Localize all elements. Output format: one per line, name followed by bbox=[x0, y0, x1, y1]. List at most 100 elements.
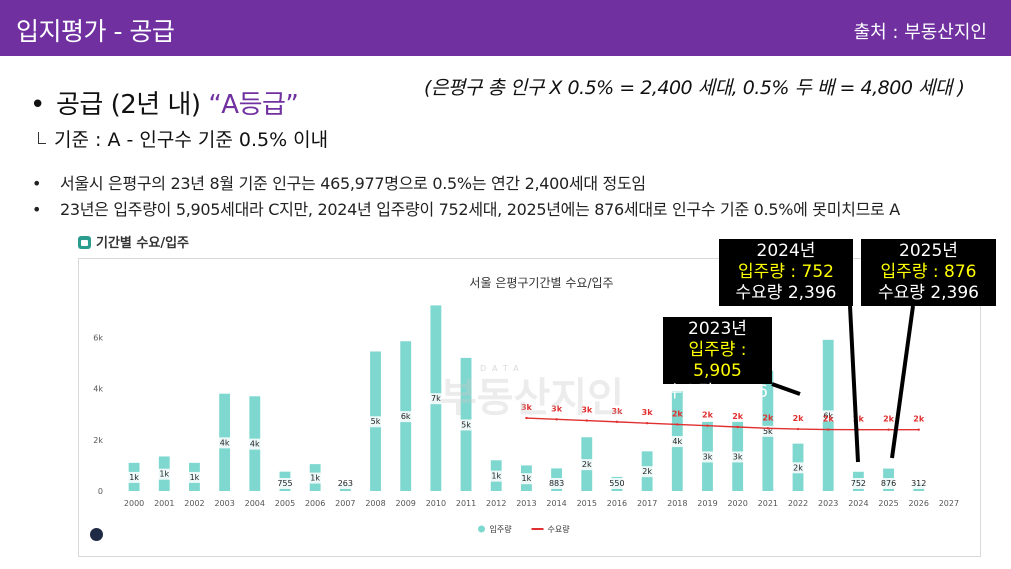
bar-label: 1k bbox=[491, 472, 501, 481]
demand-label: 3k bbox=[551, 404, 563, 413]
chart-section-label: 기간별 수요/입주 bbox=[96, 236, 189, 251]
population-formula: (은평구 총 인구 X 0.5% = 2,400 세대, 0.5% 두 배 = … bbox=[424, 77, 965, 99]
y-tick-label: 6k bbox=[93, 333, 103, 342]
bullet-prefix: 공급 (2년 내) bbox=[56, 90, 209, 120]
bar-label: 3k bbox=[733, 452, 743, 461]
legend-bar-marker bbox=[478, 525, 485, 533]
legend-bar-label: 입주량 bbox=[490, 524, 513, 534]
x-tick-label: 2020 bbox=[727, 499, 747, 508]
bar-label-bg bbox=[458, 419, 475, 431]
demand-label: 3k bbox=[612, 407, 624, 416]
x-tick-label: 2024 bbox=[848, 499, 868, 508]
x-tick-label: 2004 bbox=[245, 499, 265, 508]
bar-label: 752 bbox=[851, 479, 866, 488]
x-tick-label: 2017 bbox=[637, 499, 657, 508]
callout-supply: 입주량 : 876 bbox=[880, 262, 977, 282]
bar-label-bg bbox=[820, 410, 837, 422]
grade-label: “A등급” bbox=[208, 90, 299, 120]
x-tick-label: 2011 bbox=[456, 499, 476, 508]
bar-label-bg bbox=[699, 451, 716, 463]
demand-label: 2k bbox=[913, 415, 925, 424]
callout-demand: 수요량 2,396 bbox=[667, 382, 768, 402]
demand-point bbox=[736, 425, 739, 429]
x-tick-label: 2010 bbox=[426, 499, 446, 508]
bar-label: 2k bbox=[582, 460, 592, 469]
bar-label-bg bbox=[639, 466, 656, 478]
y-tick-label: 0 bbox=[98, 487, 103, 496]
bar-label: 312 bbox=[911, 479, 926, 488]
bar-label: 6k bbox=[823, 411, 833, 420]
x-tick-label: 2023 bbox=[818, 499, 838, 508]
x-tick-label: 2025 bbox=[878, 499, 898, 508]
demand-label: 2k bbox=[883, 415, 895, 424]
bar-label-bg bbox=[578, 459, 595, 471]
bullet-dot: • bbox=[30, 90, 45, 120]
demand-point bbox=[857, 428, 860, 431]
bar-label-bg bbox=[608, 478, 625, 489]
x-tick-label: 2008 bbox=[365, 499, 385, 508]
demand-label: 2k bbox=[853, 415, 865, 424]
demand-point bbox=[766, 427, 770, 430]
bar-label-bg bbox=[669, 436, 686, 448]
detail-text: 23년은 입주량이 5,905세대라 C지만, 2024년 입주량이 752세대… bbox=[60, 200, 900, 219]
callout-2025: 2025년 입주량 : 876 수요량 2,396 bbox=[861, 239, 996, 306]
bar-label: 2k bbox=[642, 467, 652, 476]
x-tick-label: 2003 bbox=[214, 499, 234, 508]
callout-demand: 수요량 2,396 bbox=[878, 283, 979, 303]
bar-label: 1k bbox=[190, 473, 200, 482]
bar-label: 5k bbox=[763, 427, 773, 436]
logo-badge-icon bbox=[90, 528, 103, 541]
corner-arrow-icon bbox=[38, 132, 46, 144]
legend-line-label: 수요량 bbox=[548, 524, 571, 534]
bar-label-bg bbox=[307, 472, 324, 484]
bar-label-bg bbox=[246, 438, 263, 450]
x-tick-label: 2005 bbox=[275, 499, 295, 508]
callout-supply: 입주량 : 752 bbox=[738, 262, 834, 282]
supply-demand-chart: 서울 은평구기간별 수요/입주 0 2k 4k 6k 2000 2001 2002 2003 20… bbox=[93, 276, 959, 534]
source-label: 출처 : 부동산지인 bbox=[853, 22, 987, 43]
bar-label: 4k bbox=[220, 438, 230, 447]
demand-point bbox=[555, 418, 558, 421]
header-bar: 입지평가 - 공급 출처 : 부동산지인 bbox=[0, 0, 1011, 56]
bar-label-bg bbox=[759, 425, 776, 437]
bar-label: 1k bbox=[310, 474, 320, 483]
x-tick-label: 2001 bbox=[154, 499, 174, 508]
bar-label: 1k bbox=[522, 474, 532, 483]
bar-label-bg bbox=[488, 470, 505, 482]
chart-frame: 서울 은평구기간별 수요/입주 0 2k 4k 6k 2000 2001 2002 2003 20… bbox=[78, 258, 981, 557]
bar-label-bg bbox=[367, 416, 384, 428]
demand-label: 2k bbox=[823, 415, 835, 424]
bar-label: 5k bbox=[371, 417, 381, 426]
demand-label: 3k bbox=[521, 403, 533, 412]
demand-label: 2k bbox=[732, 412, 744, 421]
chart-section-title: 기간별 수요/입주 bbox=[78, 232, 189, 251]
x-tick-label: 2006 bbox=[305, 499, 325, 508]
page-title: 입지평가 - 공급 bbox=[16, 17, 175, 46]
detail-text: 서울시 은평구의 23년 8월 기준 인구는 465,977명으로 0.5%는 … bbox=[60, 174, 646, 193]
detail-item: • 서울시 은평구의 23년 8월 기준 인구는 465,977명으로 0.5%는… bbox=[32, 170, 646, 194]
callout-year: 2023년 bbox=[688, 319, 747, 339]
bar-label-bg bbox=[880, 478, 897, 489]
bar-label: 550 bbox=[609, 479, 624, 488]
bar-label-bg bbox=[126, 471, 143, 483]
bar-label: 2k bbox=[793, 463, 803, 472]
bar-label-bg bbox=[337, 478, 354, 489]
bullet-dot: • bbox=[32, 200, 42, 219]
x-tick-label: 2019 bbox=[697, 499, 717, 508]
bar-label: 6k bbox=[401, 412, 411, 421]
bar-label: 755 bbox=[277, 479, 292, 488]
bar-label-bg bbox=[427, 393, 444, 405]
demand-label: 2k bbox=[672, 409, 684, 418]
bar-label: 1k bbox=[159, 470, 169, 479]
main-bullet: • 공급 (2년 내) “A등급” bbox=[30, 84, 299, 121]
bar-label: 1k bbox=[129, 473, 139, 482]
bar-label: 5k bbox=[461, 420, 471, 429]
callout-supply: 입주량 : 5,905 bbox=[688, 340, 747, 381]
x-tick-label: 2014 bbox=[546, 499, 566, 508]
demand-point bbox=[796, 427, 800, 431]
demand-point bbox=[676, 423, 679, 426]
bar-label: 876 bbox=[881, 479, 896, 488]
x-tick-label: 2021 bbox=[758, 499, 778, 508]
home-icon bbox=[78, 236, 91, 249]
bar-label: 263 bbox=[338, 479, 353, 488]
